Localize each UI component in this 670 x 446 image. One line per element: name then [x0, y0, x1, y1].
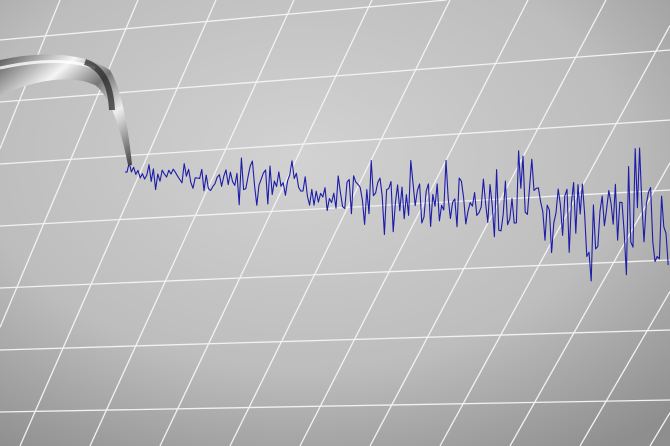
grid-line — [89, 0, 295, 446]
grid-line — [229, 0, 451, 446]
grid-line — [0, 329, 670, 351]
grid-line — [439, 25, 670, 446]
grid-line — [159, 0, 373, 446]
grid-line — [649, 412, 670, 446]
grid-line — [0, 189, 670, 227]
grid-line — [0, 119, 670, 165]
grid-line — [509, 162, 670, 446]
stylus-needle — [0, 54, 132, 165]
grid-line — [0, 399, 670, 413]
seismic-trace — [124, 147, 669, 282]
grid-line — [0, 0, 447, 41]
grid-line — [299, 0, 529, 446]
grid-line — [19, 0, 217, 446]
grid-line — [579, 291, 670, 446]
grid-line — [0, 259, 670, 289]
grid-line — [0, 0, 139, 328]
